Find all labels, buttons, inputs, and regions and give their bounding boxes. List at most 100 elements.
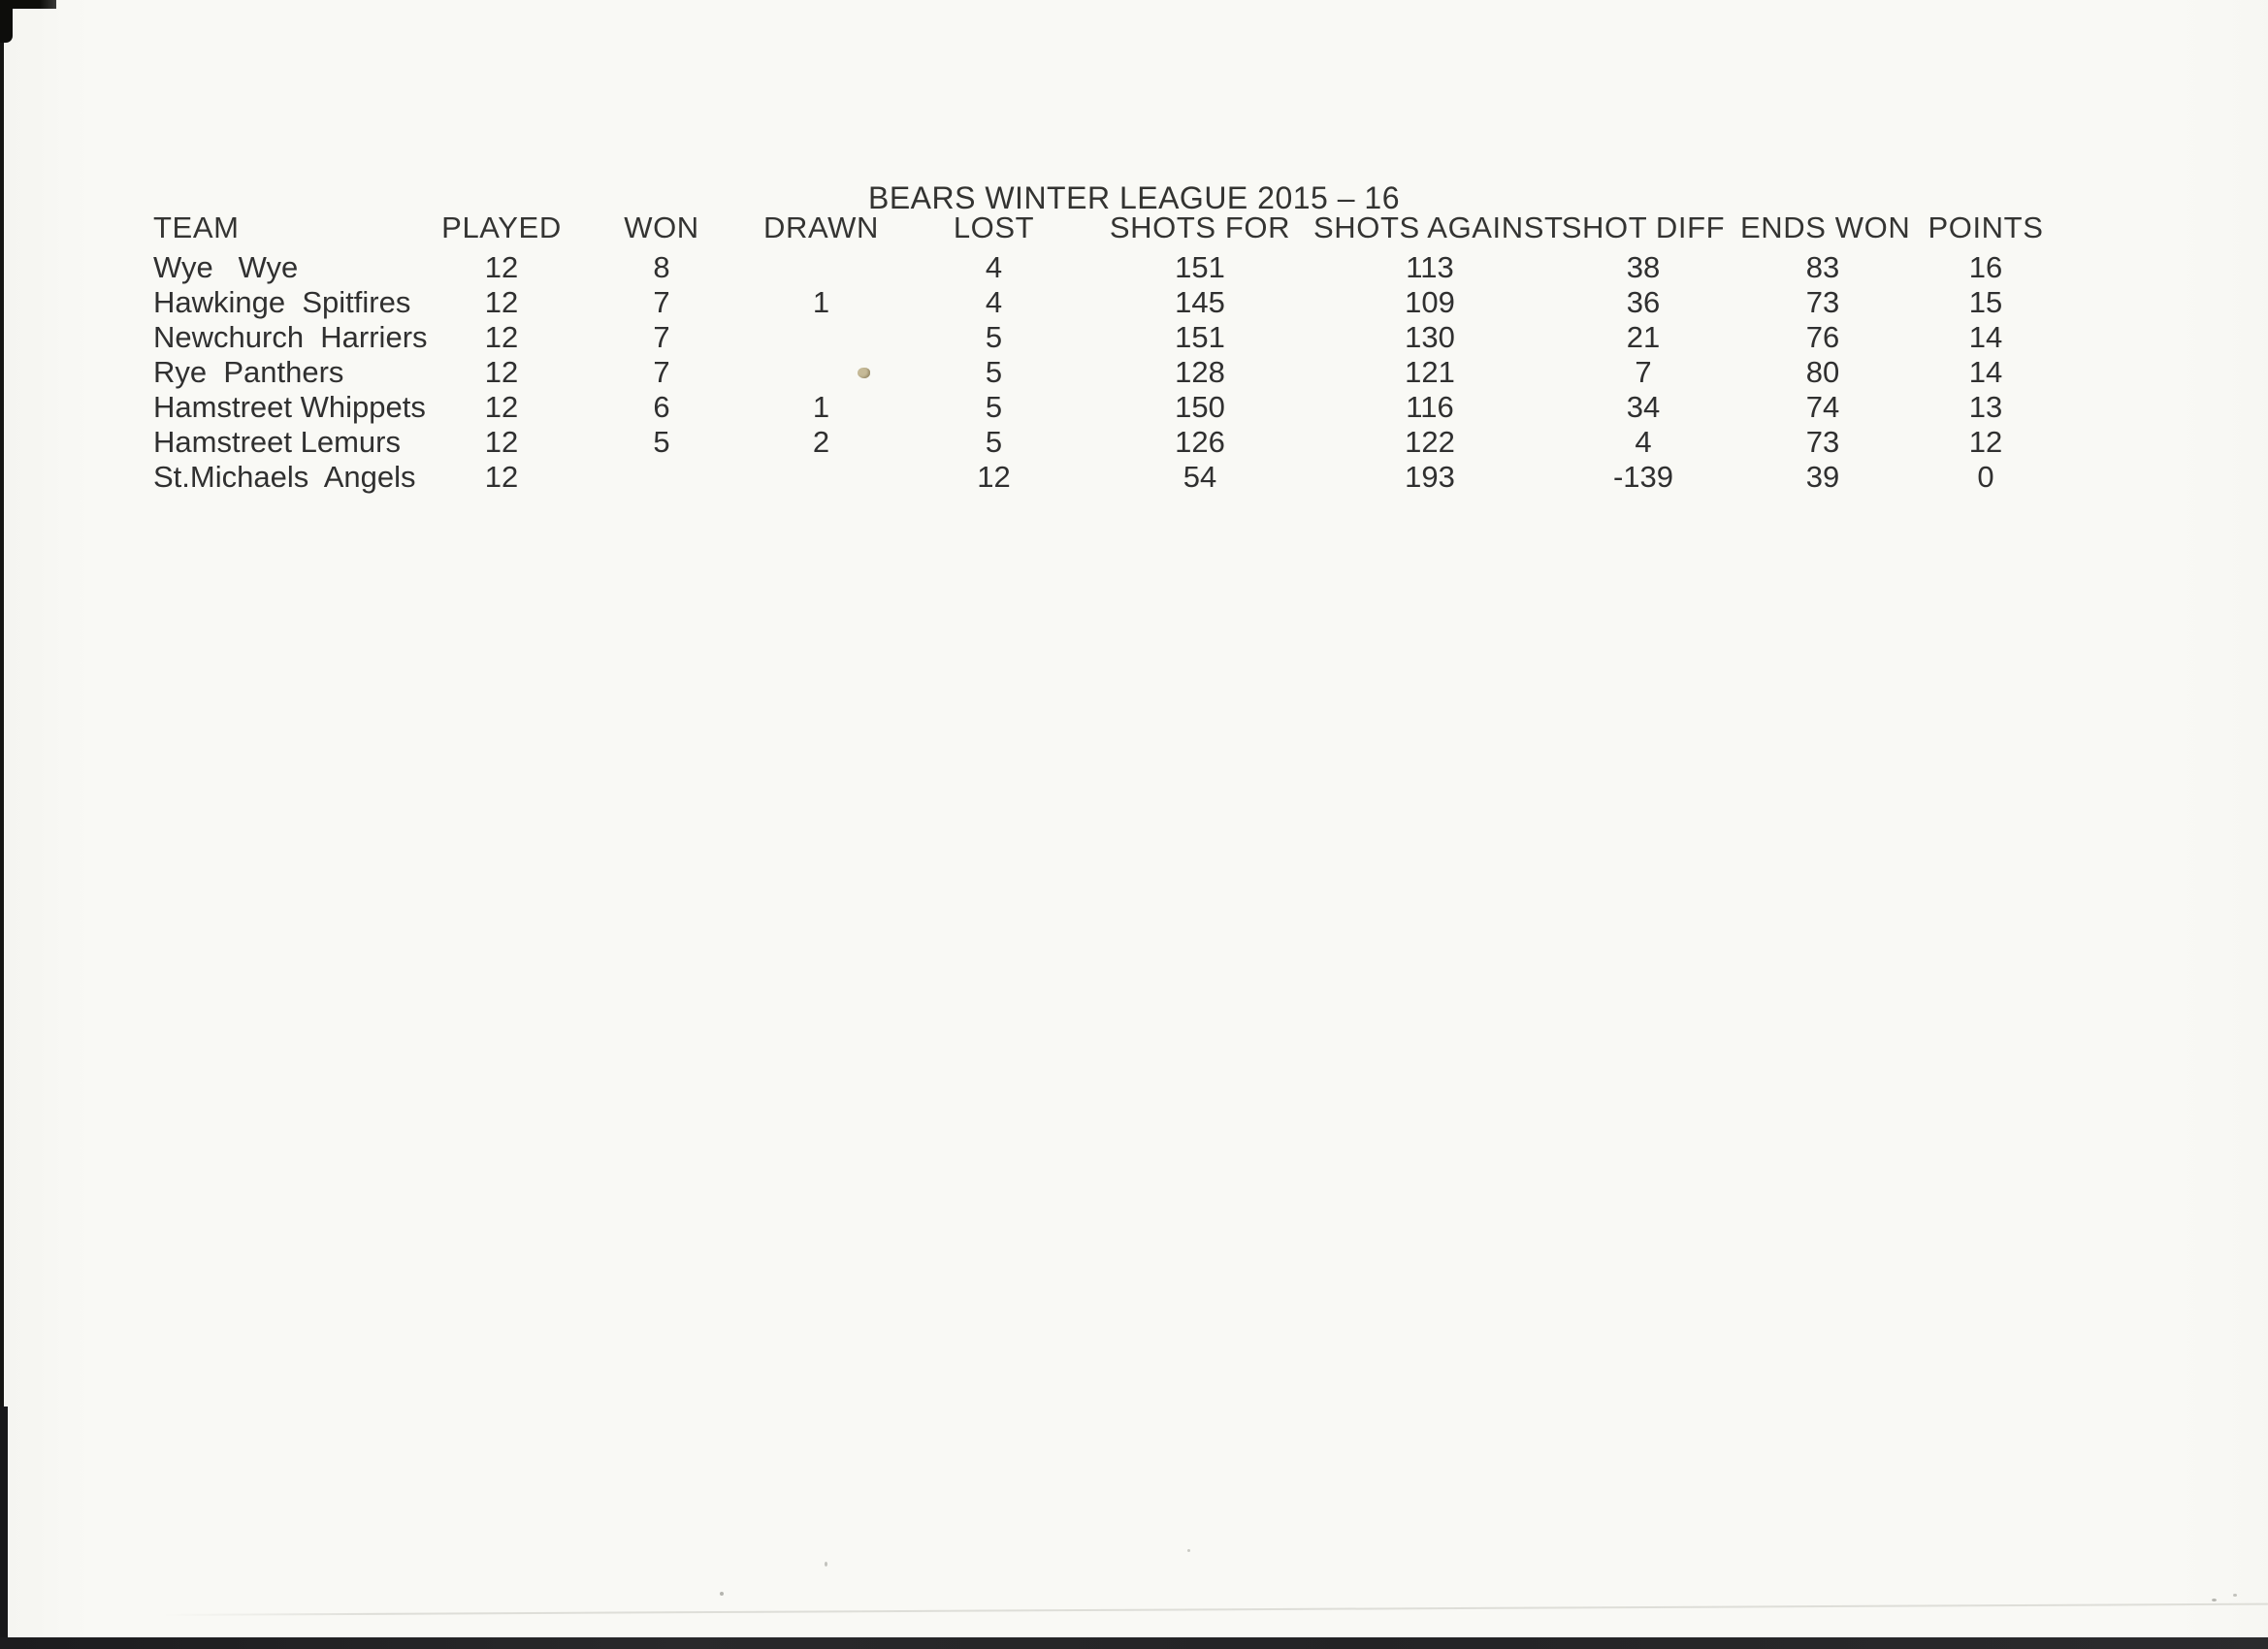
ends-won-value: 76 <box>1805 320 1840 354</box>
drawn-value: 2 <box>812 425 830 459</box>
table-row: Wye Wye 12 8 4 151 113 38 83 16 <box>116 250 2066 285</box>
ends-won-value: 74 <box>1805 390 1840 424</box>
points-value: 16 <box>1968 250 2003 284</box>
drawn-value <box>741 355 901 390</box>
scan-fold-line <box>162 1602 2268 1616</box>
paper-speck <box>825 1562 827 1567</box>
paper-speck <box>2233 1594 2237 1597</box>
table-row: St.Michaels Angels 12 12 54 193 -139 39 … <box>116 460 2066 495</box>
column-header-ends-won: ENDS WON <box>1740 210 1911 244</box>
played-value: 12 <box>484 250 519 284</box>
paper-speck <box>2212 1599 2217 1601</box>
table-row: Newchurch Harriers 12 7 5 151 130 21 76 … <box>116 320 2066 355</box>
column-header-lost: LOST <box>953 210 1035 244</box>
column-header-shots-for: SHOTS FOR <box>1109 210 1291 244</box>
points-value: 0 <box>1977 460 1994 494</box>
column-header-points: POINTS <box>1928 210 2044 244</box>
shot-diff-value: -139 <box>1612 460 1674 494</box>
ends-won-value: 73 <box>1805 285 1840 319</box>
played-value: 12 <box>484 390 519 424</box>
table-row: Hawkinge Spitfires 12 7 1 4 145 109 36 7… <box>116 285 2066 320</box>
paper-speck <box>1187 1549 1190 1552</box>
ends-won-value: 73 <box>1805 425 1840 459</box>
shots-against-value: 116 <box>1406 390 1454 424</box>
points-value: 13 <box>1968 390 2003 424</box>
league-table: TEAM PLAYED WON DRAWN LOST SHOTS FOR SHO… <box>116 206 2066 495</box>
shots-against-value: 130 <box>1405 320 1455 354</box>
points-value: 14 <box>1968 355 2003 389</box>
shots-against-value: 113 <box>1406 250 1454 284</box>
lost-value: 5 <box>985 390 1003 424</box>
lost-value: 4 <box>985 285 1003 319</box>
shot-diff-value: 36 <box>1626 285 1661 319</box>
team-name: Newchurch Harriers <box>153 320 428 354</box>
table-row: Hamstreet Whippets 12 6 1 5 150 116 34 7… <box>116 390 2066 425</box>
table-row: Rye Panthers 12 7 5 128 121 7 80 14 <box>116 355 2066 390</box>
shot-diff-value: 4 <box>1635 425 1652 459</box>
lost-value: 5 <box>985 425 1003 459</box>
shot-diff-value: 21 <box>1626 320 1661 354</box>
shots-for-value: 151 <box>1175 320 1225 354</box>
shots-for-value: 126 <box>1175 425 1225 459</box>
won-value: 6 <box>653 390 670 424</box>
shot-diff-value: 34 <box>1626 390 1661 424</box>
drawn-value <box>741 460 901 495</box>
column-header-drawn: DRAWN <box>763 210 879 244</box>
shots-for-value: 151 <box>1175 250 1225 284</box>
scan-bottom-edge-band <box>0 1637 2268 1649</box>
played-value: 12 <box>484 425 519 459</box>
table-header-row: TEAM PLAYED WON DRAWN LOST SHOTS FOR SHO… <box>116 206 2066 250</box>
team-name: Hamstreet Lemurs <box>153 425 401 459</box>
shots-for-value: 145 <box>1175 285 1225 319</box>
points-value: 15 <box>1968 285 2003 319</box>
paper-speck <box>720 1592 724 1596</box>
shots-for-value: 128 <box>1175 355 1225 389</box>
shots-for-value: 150 <box>1175 390 1225 424</box>
column-header-shots-against: SHOTS AGAINST <box>1313 210 1564 244</box>
shots-against-value: 109 <box>1405 285 1455 319</box>
shot-diff-value: 7 <box>1635 355 1652 389</box>
drawn-value: 1 <box>812 390 830 424</box>
lost-value: 5 <box>985 355 1003 389</box>
column-header-team: TEAM <box>153 210 240 244</box>
page-title: BEARS WINTER LEAGUE 2015 – 16 <box>867 180 1401 215</box>
won-value: 7 <box>653 320 670 354</box>
shot-diff-value: 38 <box>1626 250 1661 284</box>
drawn-value <box>741 320 901 355</box>
played-value: 12 <box>484 460 519 494</box>
ends-won-value: 83 <box>1805 250 1840 284</box>
team-name: St.Michaels Angels <box>153 460 416 494</box>
scan-edge-left-lower <box>0 1406 8 1649</box>
lost-value: 4 <box>985 250 1003 284</box>
scan-top-edge-strip <box>0 0 56 9</box>
paper-speck <box>858 368 870 378</box>
column-header-shot-diff: SHOT DIFF <box>1561 210 1726 244</box>
team-name: Rye Panthers <box>153 355 344 389</box>
drawn-value <box>741 250 901 285</box>
team-name: Wye Wye <box>153 250 299 284</box>
ends-won-value: 80 <box>1805 355 1840 389</box>
lost-value: 12 <box>977 460 1011 494</box>
played-value: 12 <box>484 285 519 319</box>
ends-won-value: 39 <box>1805 460 1840 494</box>
won-value: 7 <box>653 285 670 319</box>
lost-value: 5 <box>985 320 1003 354</box>
column-header-won: WON <box>624 210 699 244</box>
shots-against-value: 193 <box>1405 460 1455 494</box>
shots-against-value: 122 <box>1405 425 1455 459</box>
played-value: 12 <box>484 355 519 389</box>
points-value: 12 <box>1968 425 2003 459</box>
shots-against-value: 121 <box>1405 355 1455 389</box>
won-value: 7 <box>653 355 670 389</box>
scan-edge-left <box>0 0 4 1649</box>
won-value <box>582 460 741 495</box>
team-name: Hamstreet Whippets <box>153 390 426 424</box>
team-name: Hawkinge Spitfires <box>153 285 411 319</box>
shots-for-value: 54 <box>1183 460 1217 494</box>
column-header-played: PLAYED <box>441 210 562 244</box>
won-value: 8 <box>653 250 670 284</box>
table-row: Hamstreet Lemurs 12 5 2 5 126 122 4 73 1… <box>116 425 2066 460</box>
won-value: 5 <box>653 425 670 459</box>
points-value: 14 <box>1968 320 2003 354</box>
